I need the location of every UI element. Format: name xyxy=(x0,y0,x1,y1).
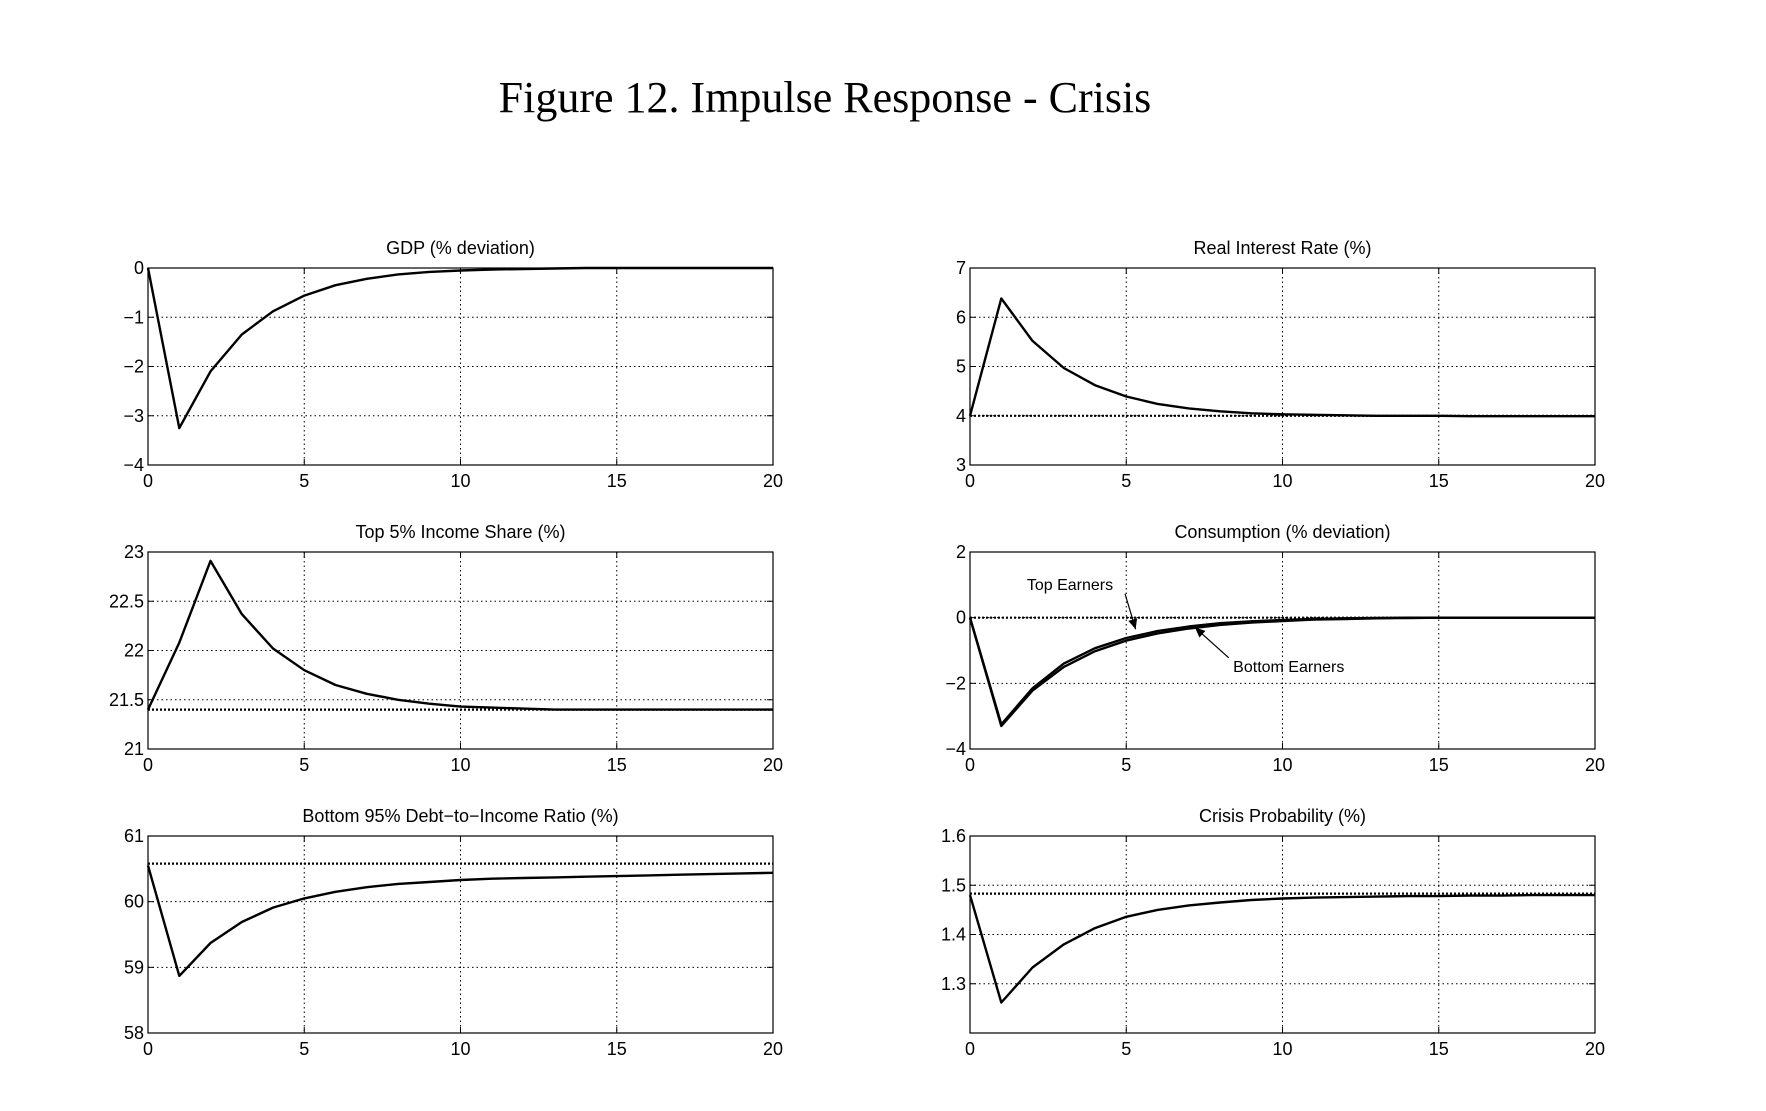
panel-title: Bottom 95% Debt−to−Income Ratio (%) xyxy=(302,806,618,826)
x-tick-label: 10 xyxy=(1272,755,1292,775)
panel-title: Real Interest Rate (%) xyxy=(1193,238,1371,258)
x-tick-label: 15 xyxy=(1429,755,1449,775)
x-tick-label: 15 xyxy=(1429,1039,1449,1059)
y-tick-label: 1.6 xyxy=(941,826,966,846)
series-line xyxy=(968,893,1595,1004)
y-tick-label: 21.5 xyxy=(109,690,144,710)
x-tick-label: 20 xyxy=(763,471,783,491)
x-tick-label: 10 xyxy=(1272,1039,1292,1059)
y-tick-label: −4 xyxy=(945,739,966,759)
x-tick-label: 5 xyxy=(299,1039,309,1059)
x-tick-label: 10 xyxy=(1272,471,1292,491)
figure-title: Figure 12. Impulse Response - Crisis xyxy=(498,73,1152,122)
x-tick-label: 5 xyxy=(1121,755,1131,775)
y-tick-label: 21 xyxy=(124,739,144,759)
y-tick-label: −1 xyxy=(123,307,144,327)
x-tick-label: 15 xyxy=(607,1039,627,1059)
y-tick-label: 1.4 xyxy=(941,925,966,945)
x-tick-label: 20 xyxy=(1585,755,1605,775)
x-tick-label: 0 xyxy=(965,755,975,775)
series-line xyxy=(146,865,774,978)
y-tick-label: 4 xyxy=(956,406,966,426)
x-tick-label: 10 xyxy=(450,755,470,775)
x-tick-label: 5 xyxy=(1121,1039,1131,1059)
y-tick-label: 61 xyxy=(124,826,144,846)
y-tick-label: 0 xyxy=(956,608,966,628)
arrow-head xyxy=(1128,618,1138,630)
panel-title: GDP (% deviation) xyxy=(386,238,535,258)
y-tick-label: 58 xyxy=(124,1023,144,1043)
panel-title: Top 5% Income Share (%) xyxy=(355,522,565,542)
x-tick-label: 15 xyxy=(1429,471,1449,491)
x-tick-label: 15 xyxy=(607,755,627,775)
x-tick-label: 5 xyxy=(299,755,309,775)
x-tick-label: 20 xyxy=(763,1039,783,1059)
crisis-probability-panel: Crisis Probability (%) 0 5 10 15 20 1.6 1.5 1.4 1… xyxy=(941,806,1605,1059)
y-tick-label: 59 xyxy=(124,957,144,977)
y-tick-label: 0 xyxy=(134,258,144,278)
y-tick-label: 60 xyxy=(124,892,144,912)
arrow-head xyxy=(1195,627,1206,638)
y-tick-label: 2 xyxy=(956,542,966,562)
panel-title: Crisis Probability (%) xyxy=(1199,806,1366,826)
x-tick-label: 5 xyxy=(1121,471,1131,491)
annotation-label: Top Earners xyxy=(1027,577,1113,594)
y-tick-label: 22.5 xyxy=(109,591,144,611)
consumption-panel: Consumption (% deviation)0 5 10 15 2020−2−4T… xyxy=(945,522,1605,775)
y-tick-label: −2 xyxy=(123,357,144,377)
x-tick-label: 0 xyxy=(143,471,153,491)
top5-income-share-panel: Top 5% Income Share (%) 0 5 10 15 20 23 22.5 22 2… xyxy=(109,522,783,775)
x-tick-label: 10 xyxy=(450,471,470,491)
y-tick-label: 6 xyxy=(956,307,966,327)
y-tick-label: 5 xyxy=(956,357,966,377)
x-tick-label: 0 xyxy=(965,471,975,491)
y-tick-label: −3 xyxy=(123,406,144,426)
x-tick-label: 20 xyxy=(763,755,783,775)
x-tick-label: 15 xyxy=(607,471,627,491)
real-interest-rate-panel: Real Interest Rate (%) 0 5 10 15 20 7 6 5 4 3 xyxy=(956,238,1605,491)
x-tick-label: 0 xyxy=(965,1039,975,1059)
y-tick-label: −4 xyxy=(123,455,144,475)
x-tick-label: 0 xyxy=(143,755,153,775)
y-tick-label: −2 xyxy=(945,673,966,693)
annotation-label: Bottom Earners xyxy=(1233,659,1344,676)
x-tick-label: 20 xyxy=(1585,471,1605,491)
series-line xyxy=(146,266,773,430)
panel-title: Consumption (% deviation) xyxy=(1174,522,1390,542)
y-tick-label: 7 xyxy=(956,258,966,278)
debt-to-income-panel: Bottom 95% Debt−to−Income Ratio (%) 0 5 10 1… xyxy=(124,806,783,1059)
x-tick-label: 10 xyxy=(450,1039,470,1059)
y-tick-label: 23 xyxy=(124,542,144,562)
y-tick-label: 1.3 xyxy=(941,974,966,994)
x-tick-label: 0 xyxy=(143,1039,153,1059)
x-tick-label: 5 xyxy=(299,471,309,491)
y-tick-label: 22 xyxy=(124,641,144,661)
y-tick-label: 3 xyxy=(956,455,966,475)
x-tick-label: 20 xyxy=(1585,1039,1605,1059)
y-tick-label: 1.5 xyxy=(941,875,966,895)
gdp-panel: GDP (% deviation) 0 5 10 15 20 0 −1 −2 −3 −4 xyxy=(123,238,783,491)
